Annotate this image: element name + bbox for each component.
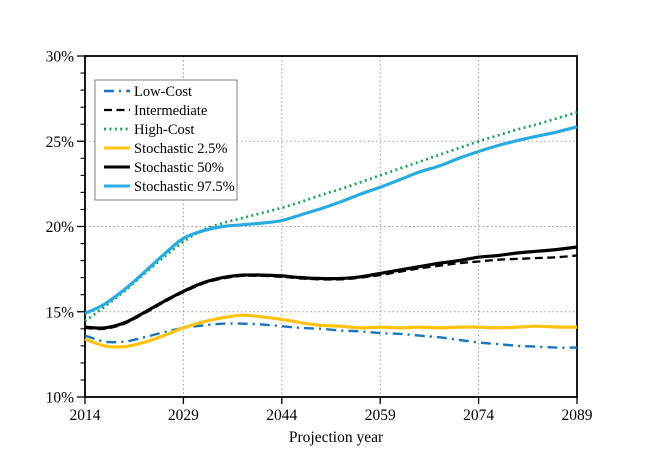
series-line-high-cost	[84, 111, 578, 323]
y-tick-label: 20%	[46, 219, 75, 236]
series-line-intermediate	[84, 254, 578, 331]
legend-label-intermediate: Intermediate	[134, 103, 207, 119]
plot-frame	[84, 55, 578, 398]
legend-box	[94, 79, 238, 201]
x-tick-label: 2059	[365, 407, 396, 424]
series-line-stochastic-2-5	[84, 313, 578, 349]
legend-label-high-cost: High-Cost	[134, 122, 194, 138]
x-tick-label: 2029	[168, 407, 199, 424]
legend-label-low-cost: Low-Cost	[134, 84, 192, 100]
legend-label-stochastic-50: Stochastic 50%	[134, 160, 224, 176]
x-tick-label: 2014	[70, 407, 101, 424]
y-tick-label: 25%	[46, 134, 75, 151]
x-tick-label: 2044	[266, 407, 297, 424]
series-line-stochastic-50	[84, 245, 578, 330]
y-tick-label: 15%	[46, 304, 75, 321]
x-tick-label: 2089	[562, 407, 593, 424]
y-tick-label: 30%	[46, 49, 75, 66]
legend-label-stochastic-97-5: Stochastic 97.5%	[134, 179, 235, 195]
series-line-stochastic-97-5	[84, 125, 578, 315]
legend-label-stochastic-2-5: Stochastic 2.5%	[134, 141, 227, 157]
x-tick-label: 2074	[463, 407, 494, 424]
x-axis-title: Projection year	[289, 429, 384, 446]
series-line-low-cost	[84, 322, 578, 349]
y-tick-label: 10%	[46, 390, 75, 407]
